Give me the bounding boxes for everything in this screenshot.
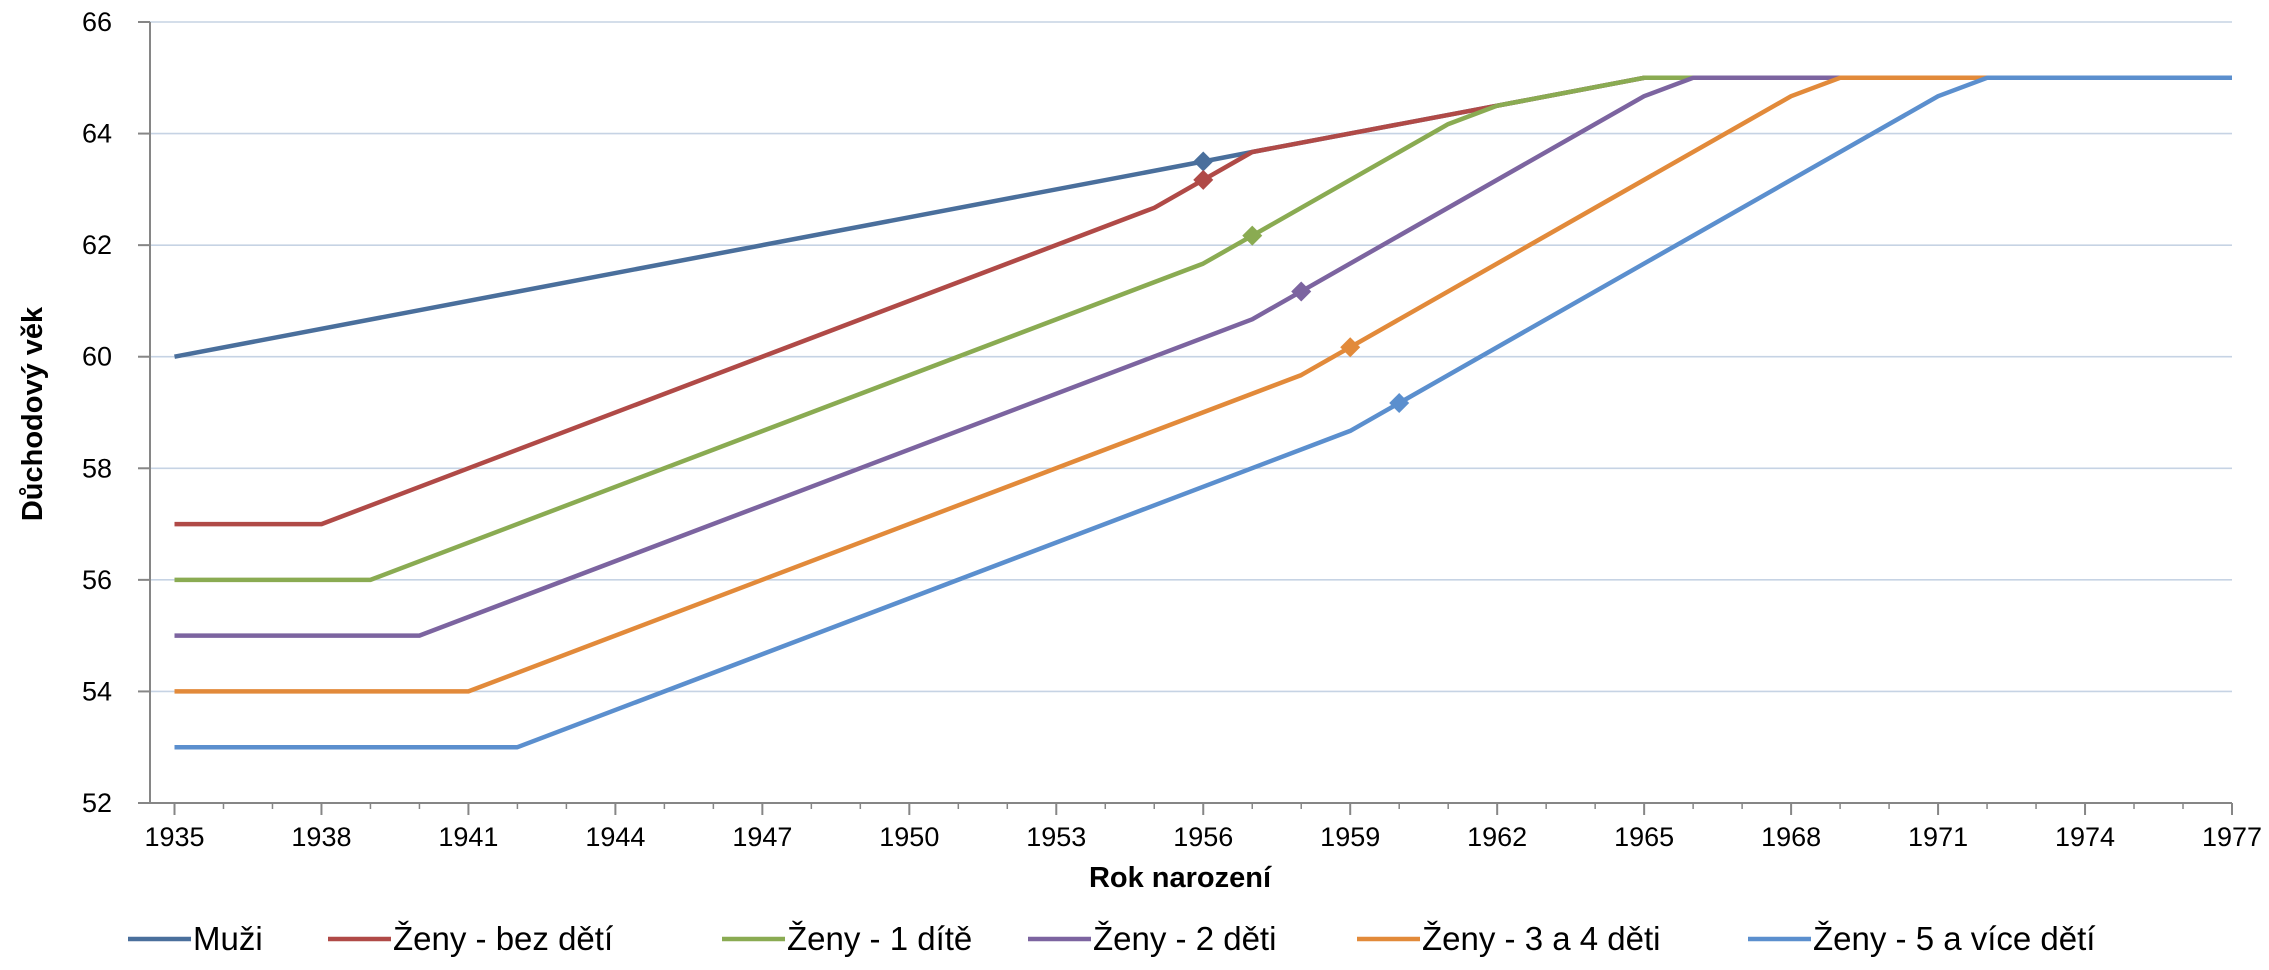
x-tick-label-4: 1947	[732, 822, 792, 852]
series-marker-2	[1242, 225, 1263, 246]
x-tick-label-0: 1935	[144, 822, 204, 852]
x-tick-label-14: 1977	[2202, 822, 2262, 852]
x-tick-label-8: 1959	[1320, 822, 1380, 852]
legend-label-5: Ženy - 5 a více dětí	[1813, 920, 2095, 957]
x-tick-label-1: 1938	[291, 822, 351, 852]
series-marker-3	[1291, 281, 1312, 302]
x-tick-label-2: 1941	[438, 822, 498, 852]
series-line-0	[174, 75, 2232, 359]
x-tick-label-10: 1965	[1614, 822, 1674, 852]
y-tick-label-7: 66	[82, 7, 112, 37]
y-tick-label-1: 54	[82, 676, 112, 706]
x-tick-label-12: 1971	[1908, 822, 1968, 852]
x-tick-label-7: 1956	[1173, 822, 1233, 852]
series-line-1	[174, 75, 2232, 527]
x-tick-label-11: 1968	[1761, 822, 1821, 852]
legend-label-0: Muži	[193, 920, 263, 957]
x-axis-title: Rok narození	[1089, 862, 1272, 894]
y-tick-label-0: 52	[82, 788, 112, 818]
y-tick-label-2: 56	[82, 565, 112, 595]
x-tick-label-6: 1953	[1026, 822, 1086, 852]
axes	[149, 22, 2233, 815]
series-marker-0	[1193, 151, 1214, 172]
y-tick-label-6: 64	[82, 119, 112, 149]
legend-label-4: Ženy - 3 a 4 děti	[1422, 920, 1660, 957]
series-markers	[1193, 151, 1410, 414]
series-marker-1	[1193, 169, 1214, 190]
x-tick-label-9: 1962	[1467, 822, 1527, 852]
series-marker-4	[1340, 337, 1361, 358]
horizontal-gridlines	[138, 21, 2232, 804]
y-tick-label-5: 62	[82, 230, 112, 260]
x-tick-label-13: 1974	[2055, 822, 2115, 852]
x-tick-label-5: 1950	[879, 822, 939, 852]
legend-label-2: Ženy - 1 dítě	[787, 920, 972, 957]
y-tick-label-4: 60	[82, 342, 112, 372]
legend: Muži Ženy - bez dětí Ženy - 1 dítě Ženy - 2…	[128, 920, 2095, 957]
series-line-2	[174, 75, 2232, 583]
y-axis-title: Důchodový věk	[17, 306, 49, 521]
y-tick-labels: 52 54 56 58 60 62 64 66	[82, 7, 112, 818]
y-tick-label-3: 58	[82, 453, 112, 483]
x-tick-labels: 1935 1938 1941 1944 1947 1950 1953 1956 1959 1962…	[144, 822, 2262, 852]
legend-label-3: Ženy - 2 děti	[1093, 920, 1276, 957]
legend-label-1: Ženy - bez dětí	[393, 920, 613, 957]
series-marker-5	[1389, 393, 1410, 414]
x-tick-label-3: 1944	[585, 822, 645, 852]
